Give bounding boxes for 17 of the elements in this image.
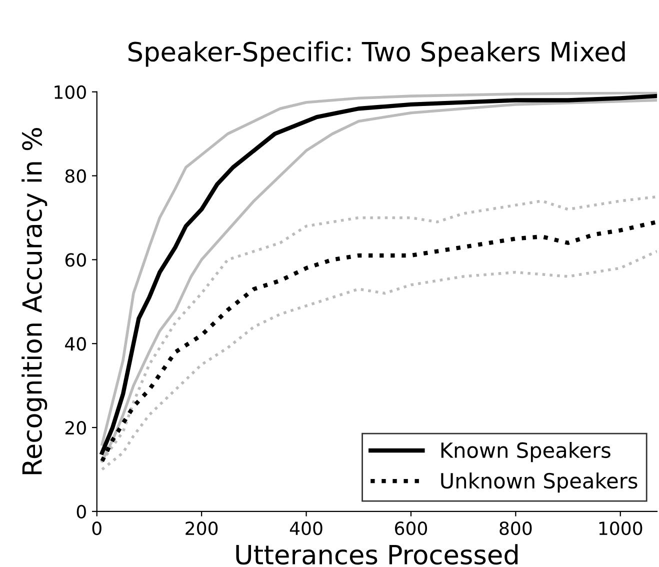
y-tick-label: 100 [54,85,86,99]
x-tick-label: 200 [186,521,218,536]
x-tick-label: 600 [395,521,428,536]
y-tick-label: 20 [66,420,86,435]
y-tick-label: 40 [65,337,86,351]
x-tick-label: 800 [500,521,532,536]
y-tick-label: 0 [76,504,86,519]
y-tick-label: 80 [65,169,86,183]
x-tick-label: 0 [92,521,102,536]
y-axis-title: Recognition Accuracy in % [22,128,48,474]
x-axis-title: Utterances Processed [236,544,518,565]
x-tick-label: 1000 [599,521,642,536]
legend-label: Known Speakers [441,442,610,462]
chart-title: Speaker-Specific: Two Speakers Mixed [128,41,625,67]
legend-label: Unknown Speakers [441,472,638,493]
x-tick-label: 400 [290,521,322,536]
y-tick-label: 60 [65,253,86,267]
